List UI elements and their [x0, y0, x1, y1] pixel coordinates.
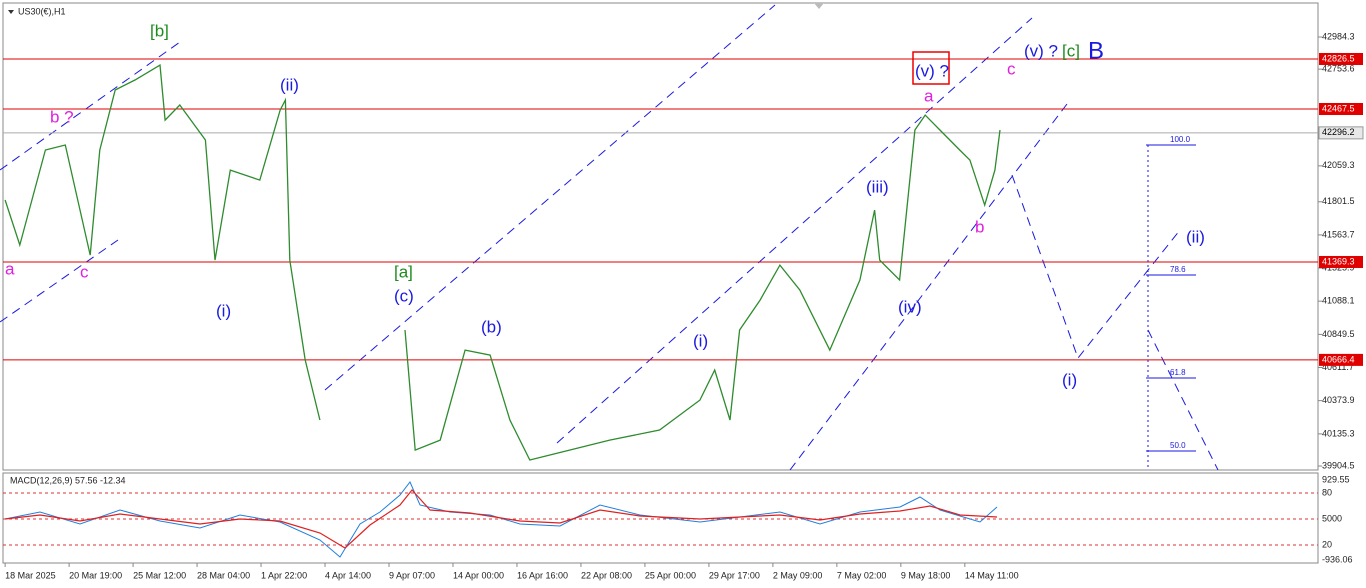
- x-tick-label: 1 Apr 22:00: [261, 570, 307, 580]
- fib-label: 50.0: [1170, 441, 1186, 450]
- macd-signal: [4, 489, 998, 549]
- y-tick-label: 41801.5: [1322, 196, 1355, 206]
- x-tick-label: 18 Mar 2025: [5, 570, 56, 580]
- level-tag: [1319, 52, 1363, 65]
- wave-label: B: [1088, 37, 1104, 64]
- wave-label: (v) ?: [1024, 41, 1058, 60]
- menu-arrow: [8, 10, 14, 14]
- macd-axis-label: 929.55: [1322, 474, 1350, 484]
- macd-axis-label: -936.06: [1322, 554, 1353, 564]
- wave-label: [a]: [394, 262, 413, 281]
- x-tick-label: 25 Apr 00:00: [645, 570, 696, 580]
- x-tick-label: 9 May 18:00: [901, 570, 951, 580]
- x-tick-label: 7 May 02:00: [837, 570, 887, 580]
- level-label: 41369.3: [1322, 256, 1355, 266]
- wave-label: (iii): [866, 177, 889, 196]
- wave-label: (i): [216, 301, 231, 320]
- fib-label: 61.8: [1170, 368, 1186, 377]
- symbol-label: US30(€),H1: [18, 6, 66, 16]
- wave-label: c: [80, 262, 89, 281]
- x-tick-label: 14 Apr 00:00: [453, 570, 504, 580]
- price-tag: [1318, 126, 1364, 140]
- x-tick-label: 25 Mar 12:00: [133, 570, 186, 580]
- channel-lines: [0, 4, 1219, 470]
- x-tick-label: 4 Apr 14:00: [325, 570, 371, 580]
- y-tick-label: 39904.5: [1322, 460, 1355, 470]
- wave-label: a: [5, 259, 15, 278]
- macd-frame: [2, 472, 1319, 564]
- x-tick-label: 28 Mar 04:00: [197, 570, 250, 580]
- y-tick-label: 40373.9: [1322, 395, 1355, 405]
- wave-label: (iv): [898, 297, 922, 316]
- y-tick-label: 40135.3: [1322, 428, 1355, 438]
- shift-marker: [814, 3, 824, 9]
- wave-label: (i): [693, 331, 708, 350]
- wave-label: [b]: [150, 21, 169, 40]
- y-tick-label: 41563.7: [1322, 229, 1355, 239]
- wave-label: (i): [1062, 370, 1077, 389]
- level-tag: [1319, 353, 1363, 366]
- macd-axis-label: 20: [1322, 539, 1332, 549]
- x-tick-label: 9 Apr 07:00: [389, 570, 435, 580]
- x-tick-label: 16 Apr 16:00: [517, 570, 568, 580]
- wave-label: (v) ?: [915, 61, 949, 80]
- x-tick-label: 20 Mar 19:00: [69, 570, 122, 580]
- plot-frame: [2, 2, 1319, 471]
- level-label: 40666.4: [1322, 354, 1355, 364]
- level-tag: [1319, 103, 1363, 116]
- price-line-series: [4, 64, 1001, 461]
- wave-label: b: [975, 217, 984, 236]
- macd-axis-label: 80: [1322, 487, 1332, 497]
- y-tick-label: 42059.3: [1322, 160, 1355, 170]
- y-tick-label: 42984.3: [1322, 31, 1355, 41]
- wave-label: (ii): [280, 75, 299, 94]
- level-tag: [1319, 255, 1363, 268]
- wave-label: b ?: [50, 107, 74, 126]
- fib-label: 100.0: [1170, 135, 1191, 144]
- macd-label: MACD(12,26,9) 57.56 -12.34: [10, 475, 126, 485]
- x-tick-label: 22 Apr 08:00: [581, 570, 632, 580]
- y-tick-label: 40849.5: [1322, 329, 1355, 339]
- macd-axis-label: 5000: [1322, 513, 1342, 523]
- wave-label: (b): [481, 317, 502, 336]
- y-tick-label: 42753.6: [1322, 64, 1355, 74]
- level-label: 42826.5: [1322, 53, 1355, 63]
- wave-label: [c]: [1062, 41, 1080, 60]
- wave-label: a: [924, 86, 934, 105]
- wave-label: (c): [394, 286, 414, 305]
- wave-label: (ii): [1186, 227, 1205, 246]
- x-tick-label: 2 May 09:00: [773, 570, 823, 580]
- x-tick-label: 29 Apr 17:00: [709, 570, 760, 580]
- x-tick-label: 14 May 11:00: [965, 570, 1019, 580]
- fib-label: 78.6: [1170, 265, 1186, 274]
- price-label: 42296.2: [1322, 127, 1355, 137]
- highlight-box: [912, 51, 950, 85]
- y-tick-label: 40611.7: [1322, 362, 1354, 372]
- y-tick-label: 41088.1: [1322, 296, 1355, 306]
- wave-label: c: [1007, 59, 1016, 78]
- level-label: 42467.5: [1322, 103, 1355, 113]
